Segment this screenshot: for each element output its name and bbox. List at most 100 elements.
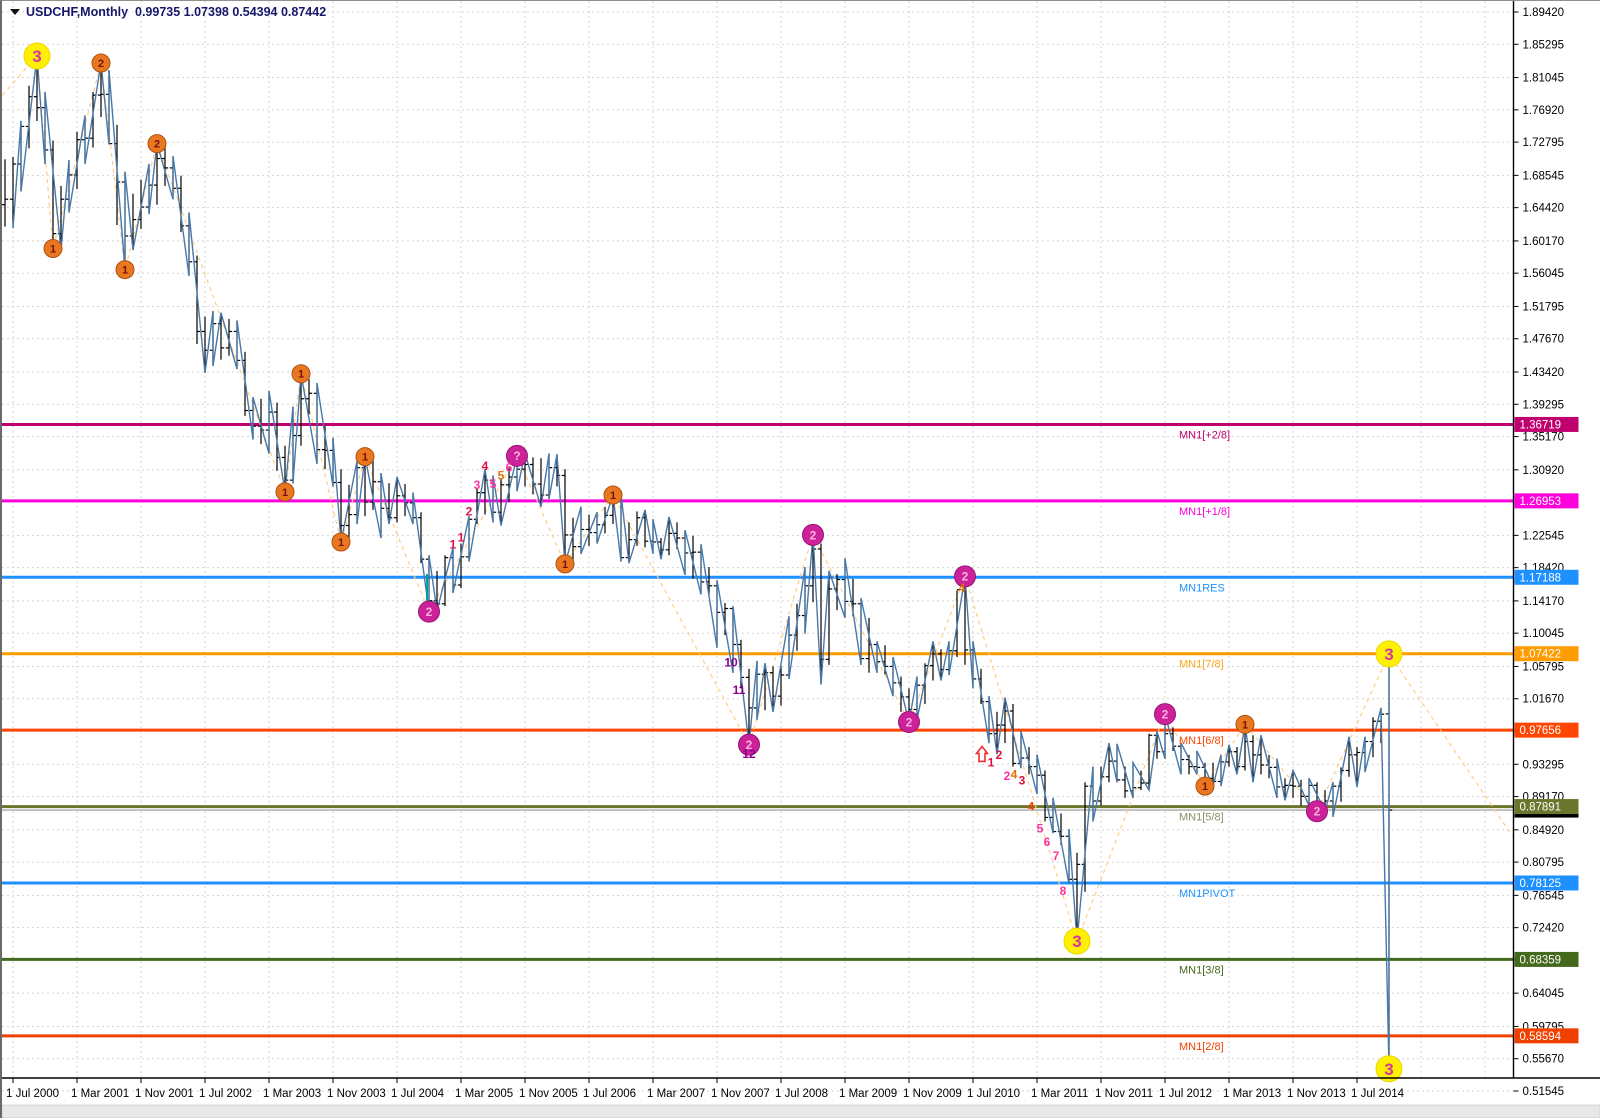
price-axis-level-boxes: 0.874421.367191.269531.171881.074220.976… <box>1514 416 1579 1044</box>
price-axis[interactable]: 1.89420 1.85295 1.81045 1.76920 1.72795 1.685… <box>1513 7 1565 1098</box>
wave-circle-number: 2 <box>810 528 817 542</box>
murrey-axis-value: 0.78125 <box>1520 878 1562 890</box>
murrey-axis-box <box>1514 1028 1579 1044</box>
orange-wave-circle <box>331 532 351 552</box>
murrey-line-label: MN1[+1/8] <box>1179 506 1230 518</box>
murrey-axis-box <box>1514 722 1579 738</box>
magenta-wave-circle <box>506 444 528 467</box>
price-tick-label: 1.85295 <box>1523 39 1565 51</box>
murrey-line-label: MN1RES <box>1179 582 1225 594</box>
one-click-dropdown-icon[interactable] <box>10 9 20 15</box>
price-tick-label: 1.76920 <box>1523 105 1565 117</box>
price-tick-label: 0.93295 <box>1523 759 1565 771</box>
price-tick-label: 0.80795 <box>1523 857 1565 869</box>
red-up-arrow-icon <box>974 745 990 763</box>
major-wave-dashed-line <box>2 54 1514 943</box>
wave-circle-number: 2 <box>746 738 753 752</box>
murrey-axis-value: 0.68359 <box>1520 954 1562 966</box>
time-tick-label: 1 Nov 2011 <box>1095 1088 1153 1100</box>
murrey-line-label: MN1PIVOT <box>1179 888 1236 900</box>
price-tick-label: 1.64420 <box>1523 203 1565 215</box>
orange-wave-circle <box>275 482 295 502</box>
wave-circle-number: 1 <box>122 265 128 277</box>
wave-circle-number: 2 <box>1162 707 1169 721</box>
wave-count-digit: 4 <box>482 459 489 473</box>
price-tick-label: 0.51545 <box>1523 1086 1565 1098</box>
price-tick-label: 1.72795 <box>1523 137 1565 149</box>
price-tick-label: 0.76545 <box>1523 890 1565 902</box>
price-tick-label: 1.51795 <box>1523 301 1565 313</box>
wave-count-digit: 2 <box>466 504 473 518</box>
price-tick-label: 1.68545 <box>1523 170 1565 182</box>
time-tick-label: 1 Nov 2007 <box>711 1088 770 1100</box>
murrey-axis-box <box>1514 569 1579 585</box>
murrey-axis-value: 0.97656 <box>1520 725 1562 737</box>
wave-circle-number: 1 <box>362 452 368 464</box>
price-tick-label: 1.01670 <box>1523 694 1565 706</box>
price-tick-label: 1.10045 <box>1523 628 1565 640</box>
murrey-line-label: MN1[+2/8] <box>1179 429 1230 441</box>
wave-count-digit: 5 <box>1037 821 1044 835</box>
price-tick-label: 1.22545 <box>1523 530 1565 542</box>
magenta-wave-circle <box>1306 800 1328 823</box>
major-wave-dashed-polyline <box>2 54 1514 943</box>
wave-count-digit: 2 <box>1004 769 1011 783</box>
wave-count-digit: 8 <box>1060 884 1067 898</box>
murrey-math-lines <box>2 422 1513 1038</box>
orange-wave-circle <box>1235 714 1255 734</box>
murrey-axis-box <box>1514 646 1579 662</box>
wave-count-digit: 1 <box>450 537 457 551</box>
title-ohlc-values: 0.99735 1.07398 0.54394 0.87442 <box>135 5 326 19</box>
wave-circle-number: 1 <box>50 243 56 255</box>
wave-count-digit: 11 <box>733 683 746 697</box>
time-tick-label: 1 Nov 2003 <box>327 1088 386 1100</box>
wave-count-digit: 6 <box>506 461 513 475</box>
yellow-wave-circle <box>1375 640 1403 668</box>
wave-circle-number: ? <box>513 449 520 463</box>
wave-circle-number: 3 <box>1072 932 1081 951</box>
murrey-axis-value: 1.17188 <box>1520 572 1562 584</box>
wave-circle-number: 3 <box>32 47 41 66</box>
orange-wave-circle <box>147 134 167 154</box>
time-tick-label: 1 Mar 2013 <box>1223 1088 1281 1100</box>
wave-circle-number: 1 <box>610 490 616 502</box>
orange-wave-circle <box>91 53 111 73</box>
price-tick-label: 1.30920 <box>1523 465 1565 477</box>
magenta-wave-circle <box>418 600 440 623</box>
murrey-axis-value: 0.58594 <box>1520 1031 1562 1043</box>
wave-count-digit: 10 <box>724 655 738 669</box>
wave-circle-number: 1 <box>562 559 568 571</box>
murrey-axis-box <box>1514 416 1579 432</box>
time-tick-label: 1 Nov 2005 <box>519 1088 578 1100</box>
orange-wave-circle <box>555 554 575 574</box>
magenta-wave-circle <box>1154 703 1176 726</box>
murrey-line-label: MN1[5/8] <box>1179 812 1224 824</box>
murrey-line-label: MN1[6/8] <box>1179 735 1224 747</box>
time-tick-label: 1 Jul 2008 <box>775 1088 828 1100</box>
price-tick-label: 0.72420 <box>1523 923 1565 935</box>
price-tick-label: 1.43420 <box>1523 367 1565 379</box>
magenta-wave-circle <box>954 565 976 588</box>
time-tick-label: 1 Mar 2011 <box>1031 1088 1088 1100</box>
window-bottom-strip <box>2 1104 1600 1118</box>
yellow-wave-circle <box>1063 927 1091 955</box>
time-axis[interactable]: 1 Jul 2000 1 Mar 2001 1 Nov 2001 1 Jul 2002… <box>6 1078 1405 1100</box>
murrey-axis-value: 1.07422 <box>1520 649 1562 661</box>
time-tick-label: 1 Jul 2004 <box>391 1088 445 1100</box>
price-tick-label: 1.81045 <box>1523 73 1565 85</box>
time-tick-label: 1 Nov 2013 <box>1287 1088 1346 1100</box>
wave-count-digit: 4 <box>959 581 966 595</box>
grid-lines <box>2 1 1513 1092</box>
wave-count-digit: 4 <box>1028 799 1035 813</box>
murrey-line-label: MN1[3/8] <box>1179 964 1224 976</box>
murrey-line-label: MN1[2/8] <box>1179 1041 1224 1053</box>
wave-circle-number: 2 <box>906 715 913 729</box>
orange-wave-circle <box>603 485 623 505</box>
time-tick-label: 1 Jul 2002 <box>199 1088 252 1100</box>
price-tick-label: 1.56045 <box>1523 268 1565 280</box>
price-tick-label: 1.05795 <box>1523 661 1565 673</box>
time-tick-label: 1 Jul 2000 <box>6 1088 59 1100</box>
wave-count-digit: 1 <box>458 530 465 544</box>
